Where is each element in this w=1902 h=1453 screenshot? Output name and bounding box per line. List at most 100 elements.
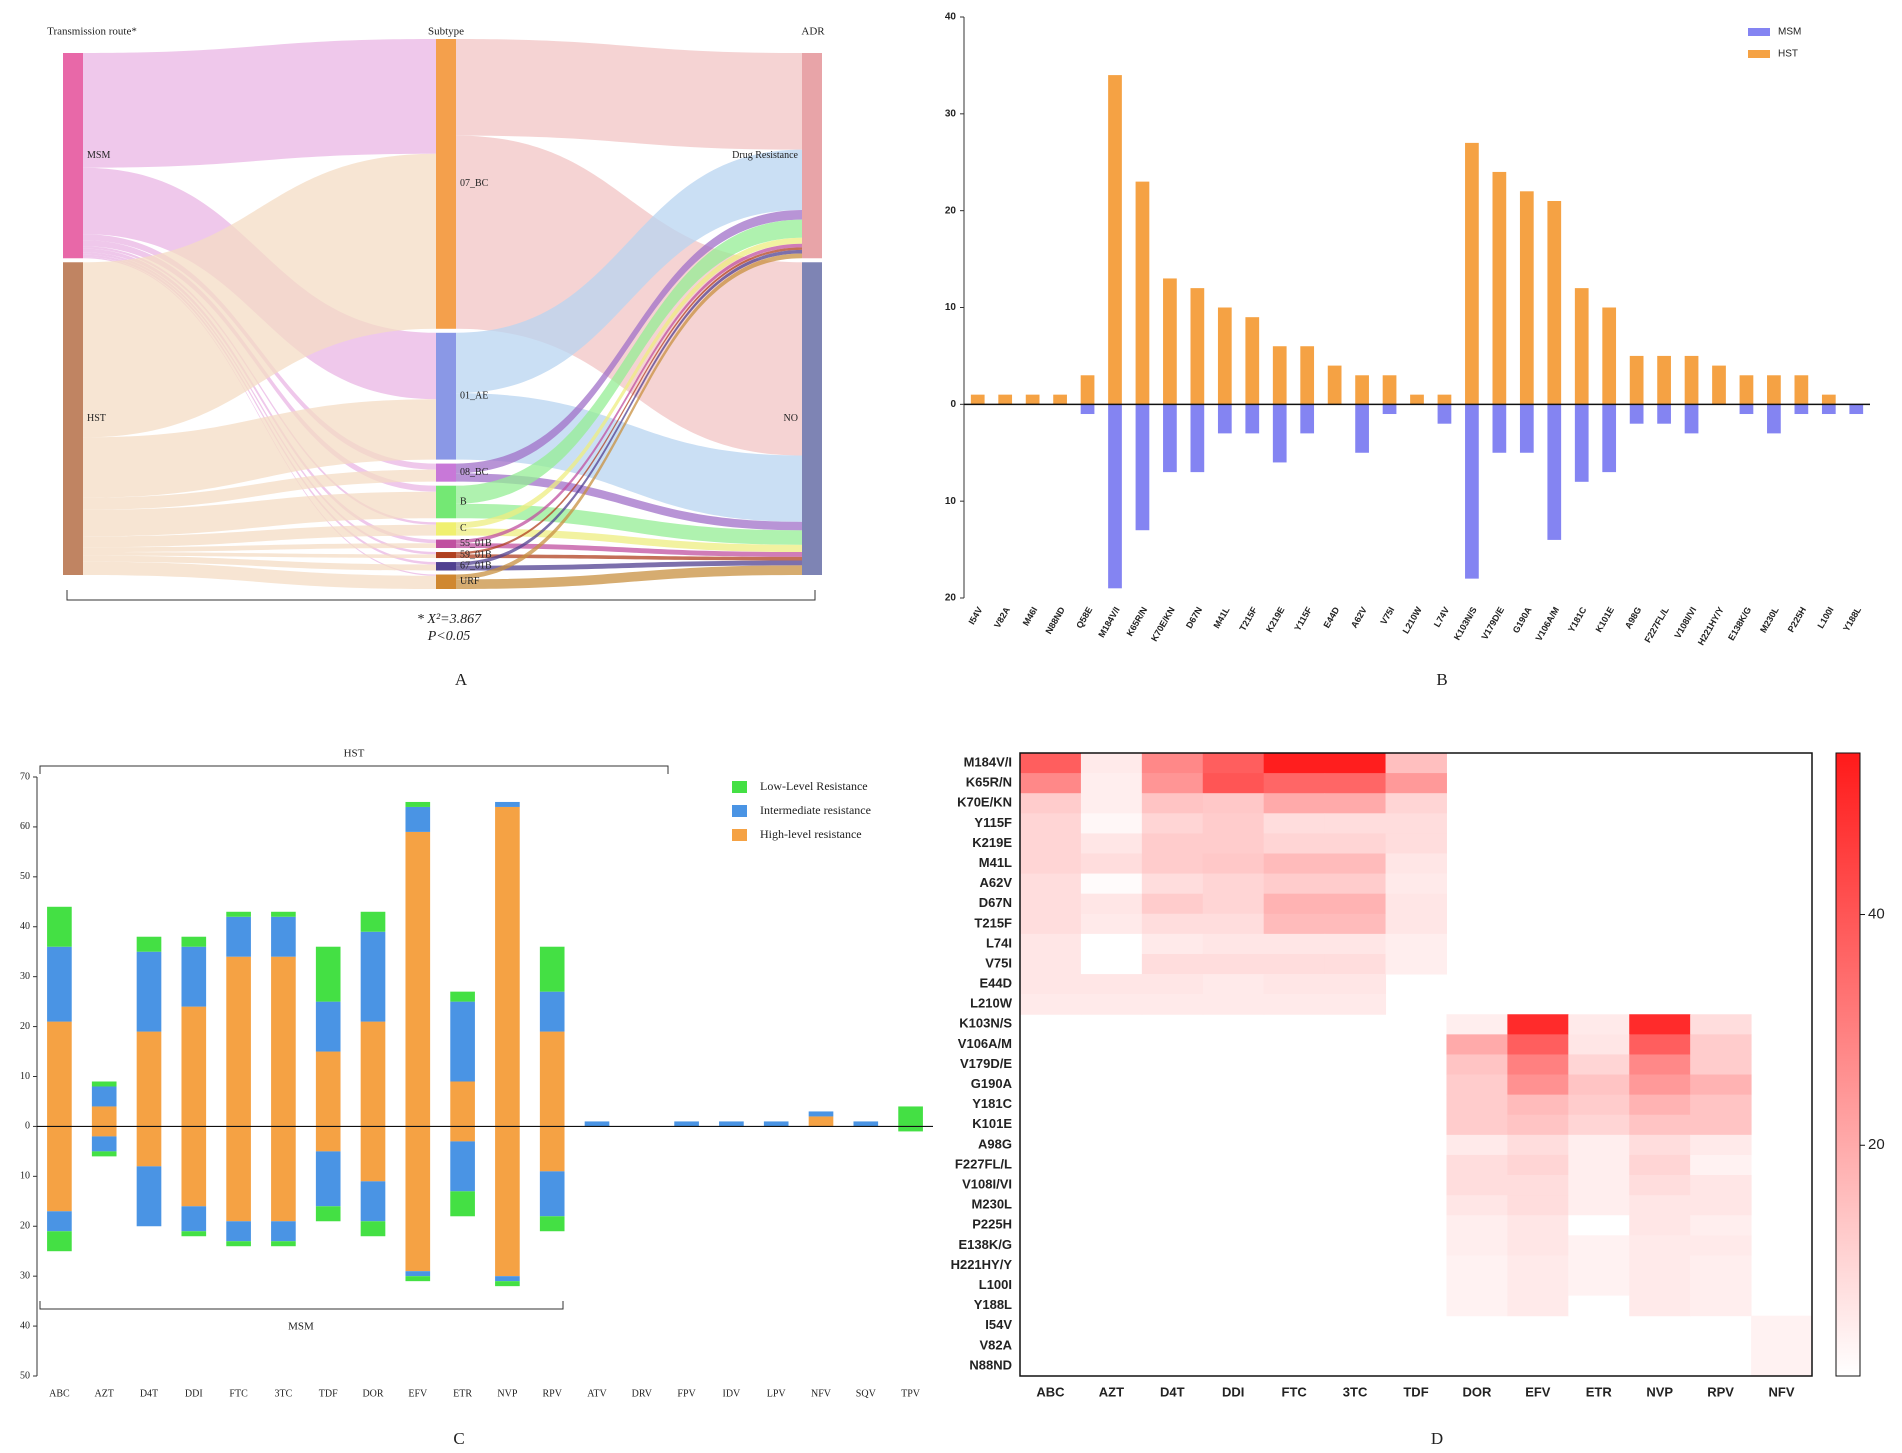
node: [436, 562, 456, 571]
x-tick-label: DOR: [362, 1388, 383, 1399]
heatmap-cell: [1568, 1255, 1630, 1277]
heatmap-cell: [1263, 933, 1326, 955]
bar: [1712, 365, 1726, 405]
bar-segment: [539, 1216, 565, 1232]
bar-segment: [47, 1211, 72, 1232]
column-label: NVP: [1646, 1384, 1673, 1399]
heatmap-cell: [1020, 994, 1082, 1015]
heatmap-cell: [1629, 1235, 1691, 1256]
bar: [1135, 404, 1150, 531]
heatmap-cell: [1690, 1074, 1752, 1096]
node: [63, 262, 83, 575]
node-label: URF: [460, 576, 480, 587]
statistic: * X²=3.867: [417, 612, 482, 627]
bar-segment: [763, 1121, 789, 1127]
bar-segment: [360, 1126, 386, 1182]
panel-label: A: [455, 670, 468, 689]
heatmap-cell: [1324, 933, 1387, 955]
bar-segment: [450, 1141, 475, 1192]
heatmap-cell: [1202, 994, 1265, 1015]
bar: [1437, 394, 1452, 405]
bracket: [66, 590, 816, 601]
bar: [1794, 375, 1809, 405]
column-label: DOR: [1462, 1384, 1492, 1399]
heatmap-cell: [1568, 1114, 1630, 1136]
heatmap-cell: [1324, 953, 1387, 975]
flow: [456, 565, 802, 589]
heatmap-cell: [1263, 853, 1326, 875]
heatmap-cell: [1385, 773, 1447, 794]
heatmap-cell: [1080, 813, 1143, 834]
heatmap-cell: [1324, 793, 1387, 814]
x-tick-label: G190A: [1511, 605, 1534, 635]
bar: [1767, 375, 1781, 405]
heatmap-cell: [1202, 773, 1265, 794]
annotation: MSM: [288, 1321, 314, 1333]
bar: [970, 394, 985, 405]
bar-segment: [405, 1271, 431, 1277]
bar: [1602, 404, 1617, 473]
bar: [1547, 404, 1562, 540]
heatmap-cell: [1141, 913, 1204, 935]
bar-segment: [539, 946, 565, 992]
flow: [456, 249, 802, 566]
column-label: NFV: [1769, 1384, 1795, 1399]
heatmap-cell: [1020, 933, 1082, 955]
heatmap-cell: [1629, 1175, 1691, 1196]
heatmap-cell: [1751, 1315, 1813, 1337]
heatmap-cell: [1263, 893, 1326, 915]
bar: [1135, 181, 1150, 405]
flow: [456, 243, 802, 544]
heatmap-cell: [1629, 1255, 1691, 1277]
flow: [456, 237, 802, 529]
row-label: D67N: [979, 895, 1012, 910]
flow: [456, 503, 802, 545]
node-label: 59_01B: [460, 549, 492, 560]
y-tick-label: 20: [20, 1221, 30, 1232]
bar-segment: [91, 1136, 117, 1152]
x-tick-label: L74V: [1432, 605, 1451, 629]
bar-segment: [584, 1121, 610, 1127]
row-label: V108I/VI: [962, 1177, 1012, 1192]
heatmap-cell: [1202, 813, 1265, 834]
heatmap-cell: [1568, 1175, 1630, 1196]
heatmap-cell: [1020, 793, 1082, 814]
heatmap-cell: [1446, 1014, 1508, 1035]
bar-segment: [47, 906, 72, 947]
row-label: K103N/S: [959, 1016, 1012, 1031]
heatmap-cell: [1263, 753, 1326, 774]
x-tick-label: V75I: [1378, 605, 1396, 626]
node: [63, 53, 83, 259]
flow: [83, 552, 436, 559]
bar: [998, 394, 1013, 405]
x-tick-label: Y181C: [1566, 605, 1589, 634]
node-label: 07_BC: [460, 178, 489, 189]
colorbar-tick-label: 20: [1868, 1136, 1885, 1153]
x-tick-label: M46I: [1021, 605, 1040, 627]
bar-segment: [719, 1121, 744, 1127]
bar: [1465, 404, 1479, 579]
heatmap-cell: [1446, 1275, 1508, 1297]
heatmap-cell: [1141, 813, 1204, 834]
flow: [456, 149, 802, 394]
flow: [83, 543, 436, 553]
heatmap-cell: [1263, 953, 1326, 975]
heatmap-cell: [1690, 1275, 1752, 1297]
heatmap-cell: [1385, 833, 1447, 854]
heatmap-cell: [1020, 893, 1082, 915]
heatmap-cell: [1507, 1275, 1569, 1297]
heatmap-cell: [1020, 833, 1082, 854]
bar-segment: [181, 1126, 207, 1207]
bar-segment: [271, 956, 296, 1127]
heatmap-cell: [1202, 893, 1265, 915]
heatmap-cell: [1690, 1235, 1752, 1256]
heatmap-cell: [1690, 1014, 1752, 1035]
bar: [1821, 404, 1836, 415]
bar: [1300, 404, 1315, 434]
bar-segment: [91, 1126, 117, 1137]
heatmap-cell: [1446, 1094, 1508, 1116]
heatmap-cell: [1446, 1295, 1508, 1317]
heatmap-cell: [1507, 1215, 1569, 1236]
heatmap-cell: [1385, 933, 1447, 955]
bar-segment: [271, 1126, 296, 1222]
